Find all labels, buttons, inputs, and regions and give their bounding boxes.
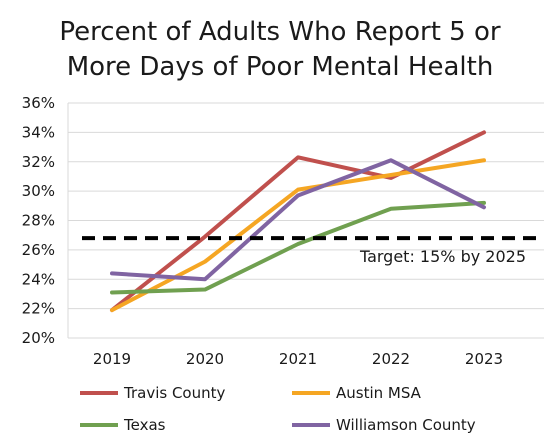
chart-title-line-2: More Days of Poor Mental Health — [67, 52, 494, 82]
series-line-0 — [110, 130, 486, 313]
y-tick-label: 32% — [22, 153, 55, 171]
series-line-2 — [110, 200, 486, 295]
y-tick-label: 28% — [22, 212, 55, 230]
legend-label-2: Texas — [123, 416, 166, 434]
x-tick-label: 2020 — [186, 350, 224, 368]
target-group: Target: 15% by 2025 — [82, 236, 544, 266]
series-lines — [110, 130, 486, 313]
y-tick-label: 22% — [22, 300, 55, 318]
y-tick-label: 34% — [22, 123, 55, 141]
y-tick-label: 30% — [22, 182, 55, 200]
x-tick-label: 2019 — [93, 350, 131, 368]
legend-label-1: Austin MSA — [336, 384, 422, 402]
legend-label-3: Williamson County — [336, 416, 476, 434]
series-line-3 — [110, 158, 486, 282]
legend: Travis County Austin MSA Texas Williamson C… — [80, 384, 476, 434]
y-tick-label: 24% — [22, 270, 55, 288]
target-label: Target: 15% by 2025 — [359, 247, 526, 266]
x-tick-label: 2023 — [465, 350, 503, 368]
x-tick-label: 2022 — [372, 350, 410, 368]
y-tick-label: 36% — [22, 94, 55, 112]
y-tick-labels: 20% 22% 24% 26% 28% 30% 32% 34% 36% — [22, 94, 55, 347]
x-tick-label: 2021 — [279, 350, 317, 368]
series-line-1 — [110, 158, 486, 313]
y-tick-label: 20% — [22, 329, 55, 347]
x-tick-labels: 2019 2020 2021 2022 2023 — [93, 350, 503, 368]
legend-label-0: Travis County — [123, 384, 225, 402]
y-tick-label: 26% — [22, 241, 55, 259]
chart-title-line-1: Percent of Adults Who Report 5 or — [59, 17, 500, 47]
